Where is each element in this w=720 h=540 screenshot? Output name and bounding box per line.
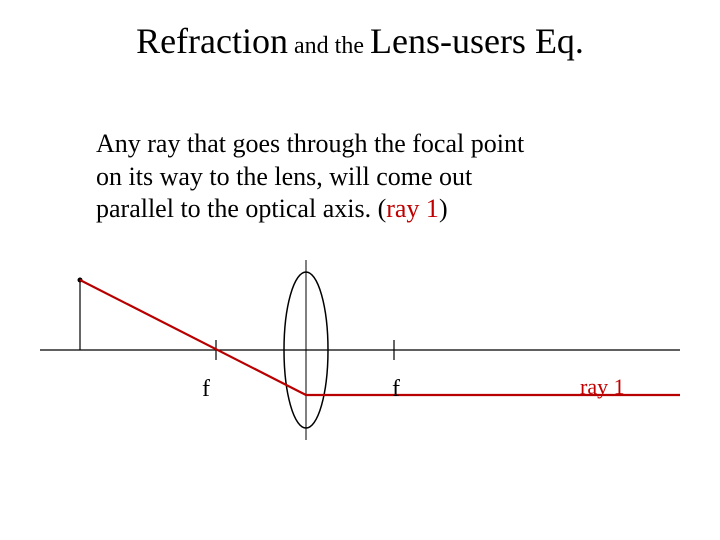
ray1-label: ray 1	[580, 374, 625, 400]
body-line3b: )	[439, 194, 448, 223]
body-line1: Any ray that goes through the focal poin…	[96, 129, 524, 158]
body-line3a: parallel to the optical axis. (	[96, 194, 386, 223]
body-paragraph: Any ray that goes through the focal poin…	[96, 128, 636, 226]
body-ray1: ray 1	[386, 194, 439, 223]
title-small: and the	[288, 33, 370, 59]
ray1-incident	[80, 280, 306, 395]
lens-diagram	[0, 260, 720, 480]
body-line2: on its way to the lens, will come out	[96, 162, 472, 191]
title-part1: Refraction	[136, 21, 288, 61]
slide-title: Refraction and the Lens-users Eq.	[0, 22, 720, 62]
focal-label-right: f	[392, 376, 400, 403]
title-part2: Lens-users Eq.	[370, 21, 584, 61]
focal-label-left: f	[202, 376, 210, 403]
